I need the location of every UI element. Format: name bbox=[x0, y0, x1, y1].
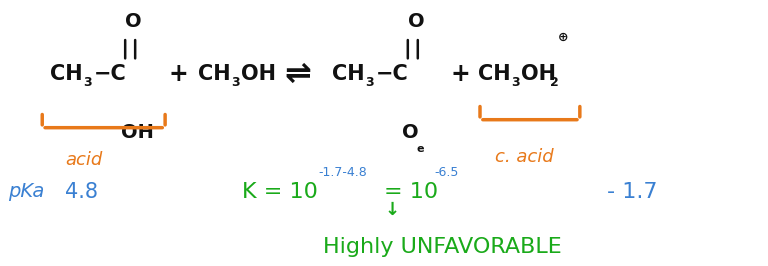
Text: CH: CH bbox=[50, 64, 82, 85]
Text: = 10: = 10 bbox=[384, 181, 438, 202]
Text: -6.5: -6.5 bbox=[434, 167, 458, 179]
Text: - 1.7: - 1.7 bbox=[607, 181, 657, 202]
Text: +: + bbox=[168, 63, 188, 86]
Text: pKa: pKa bbox=[8, 182, 44, 201]
Text: ↓: ↓ bbox=[384, 201, 399, 219]
Text: O: O bbox=[408, 12, 425, 31]
Text: acid: acid bbox=[65, 151, 103, 169]
Text: O: O bbox=[402, 123, 419, 143]
Text: −C: −C bbox=[94, 64, 127, 85]
Text: 4.8: 4.8 bbox=[65, 181, 98, 202]
Text: ⇌: ⇌ bbox=[285, 59, 311, 90]
Text: OH: OH bbox=[521, 64, 557, 85]
Text: OH: OH bbox=[121, 123, 154, 143]
Text: c. acid: c. acid bbox=[495, 148, 554, 166]
Text: 3: 3 bbox=[83, 76, 91, 89]
Text: O: O bbox=[125, 12, 142, 31]
Text: -1.7-4.8: -1.7-4.8 bbox=[319, 167, 367, 179]
Text: +: + bbox=[451, 63, 471, 86]
Text: CH: CH bbox=[478, 64, 510, 85]
Text: Highly UNFAVORABLE: Highly UNFAVORABLE bbox=[323, 237, 561, 257]
Text: K = 10: K = 10 bbox=[242, 181, 318, 202]
Text: −C: −C bbox=[376, 64, 409, 85]
Text: 2: 2 bbox=[550, 76, 558, 89]
Text: CH: CH bbox=[198, 64, 230, 85]
Text: OH: OH bbox=[241, 64, 276, 85]
Text: e: e bbox=[416, 144, 424, 154]
Text: 3: 3 bbox=[511, 76, 519, 89]
Text: CH: CH bbox=[332, 64, 364, 85]
Text: ⊕: ⊕ bbox=[558, 31, 569, 44]
Text: 3: 3 bbox=[231, 76, 240, 89]
Text: 3: 3 bbox=[365, 76, 373, 89]
